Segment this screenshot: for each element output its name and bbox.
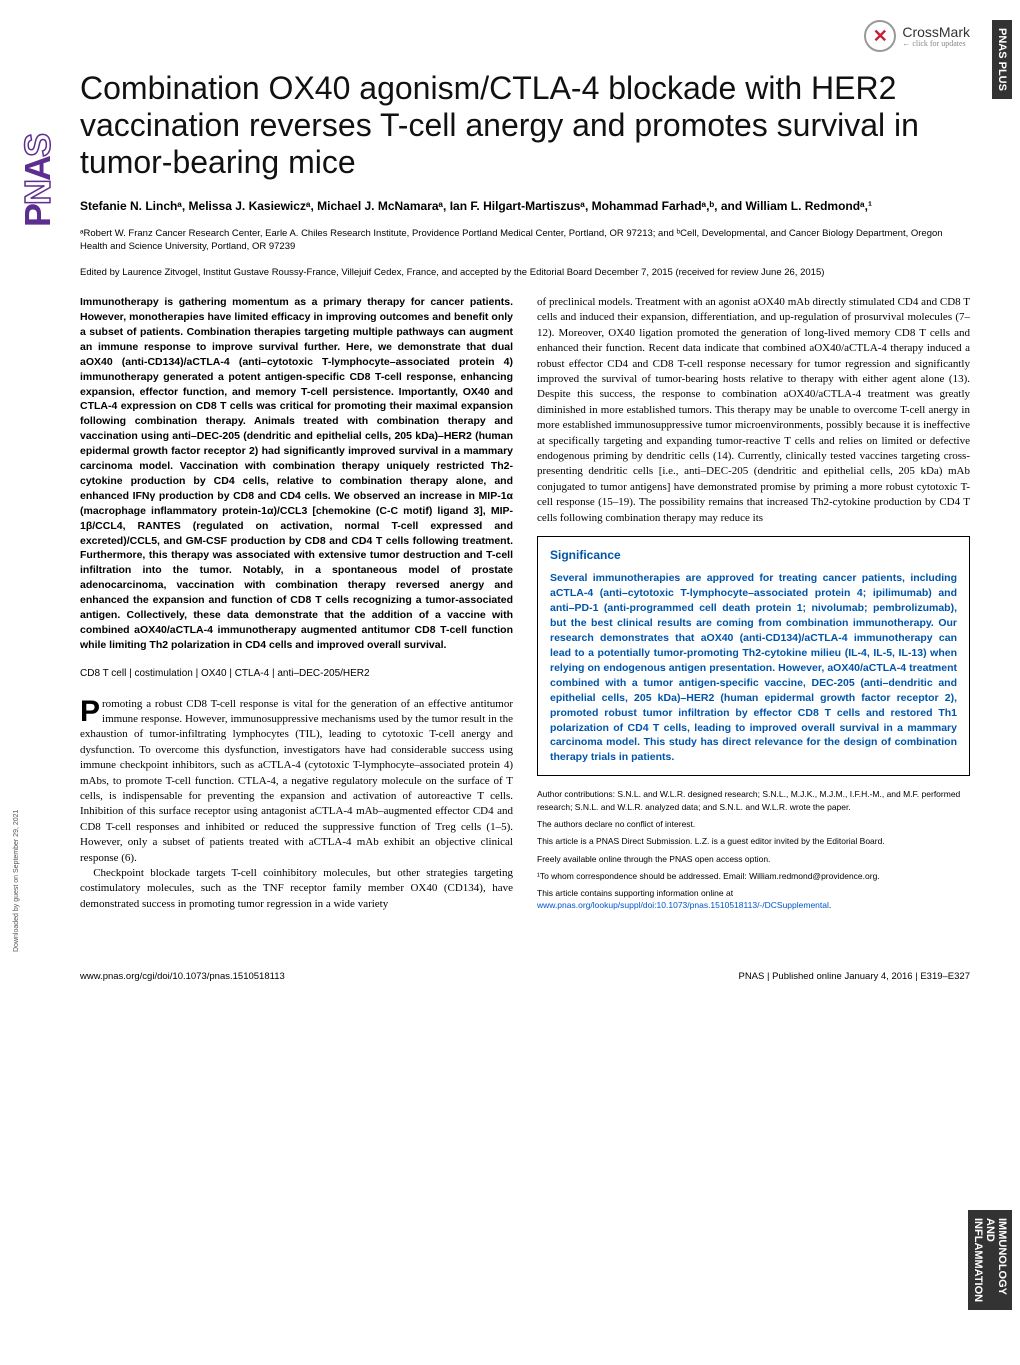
footer-citation: PNAS | Published online January 4, 2016 … — [738, 971, 970, 982]
significance-body: Several immunotherapies are approved for… — [550, 571, 957, 765]
footnote-supp: This article contains supporting informa… — [537, 887, 970, 912]
author-list: Stefanie N. Linchᵃ, Melissa J. Kasiewicz… — [80, 198, 970, 215]
col2-p1: of preclinical models. Treatment with an… — [537, 295, 970, 526]
footnote-conflict: The authors declare no conflict of inter… — [537, 818, 970, 830]
footnote-corresp: ¹To whom correspondence should be addres… — [537, 870, 970, 882]
abstract: Immunotherapy is gathering momentum as a… — [80, 295, 513, 653]
crossmark-sub: ← click for updates — [902, 39, 970, 48]
footer-doi: www.pnas.org/cgi/doi/10.1073/pnas.151051… — [80, 971, 285, 982]
footnote-contrib: Author contributions: S.N.L. and W.L.R. … — [537, 788, 970, 813]
crossmark-icon: ✕ — [864, 20, 896, 52]
intro-p1: romoting a robust CD8 T-cell response is… — [80, 698, 513, 864]
right-column: of preclinical models. Treatment with an… — [537, 295, 970, 917]
page-footer: www.pnas.org/cgi/doi/10.1073/pnas.151051… — [0, 971, 1020, 982]
left-column: Immunotherapy is gathering momentum as a… — [80, 295, 513, 917]
article-title: Combination OX40 agonism/CTLA-4 blockade… — [80, 70, 970, 180]
col2-text: of preclinical models. Treatment with an… — [537, 295, 970, 526]
crossmark-badge[interactable]: ✕ CrossMark ← click for updates — [864, 20, 970, 52]
section-label-bottom: IMMUNOLOGY AND INFLAMMATION — [968, 1210, 1012, 1310]
affiliations: ᵃRobert W. Franz Cancer Research Center,… — [80, 227, 970, 254]
keywords: CD8 T cell | costimulation | OX40 | CTLA… — [80, 667, 513, 681]
edited-by: Edited by Laurence Zitvogel, Institut Gu… — [80, 266, 970, 279]
dropcap: P — [80, 697, 102, 725]
footnote-open: Freely available online through the PNAS… — [537, 853, 970, 865]
footnote-direct: This article is a PNAS Direct Submission… — [537, 835, 970, 847]
supp-link[interactable]: www.pnas.org/lookup/suppl/doi:10.1073/pn… — [537, 900, 829, 910]
significance-title: Significance — [550, 547, 957, 564]
significance-box: Significance Several immunotherapies are… — [537, 536, 970, 776]
intro-p2: Checkpoint blockade targets T-cell coinh… — [80, 866, 513, 912]
footnotes: Author contributions: S.N.L. and W.L.R. … — [537, 788, 970, 912]
crossmark-label: CrossMark — [902, 25, 970, 39]
intro-text: Promoting a robust CD8 T-cell response i… — [80, 697, 513, 912]
